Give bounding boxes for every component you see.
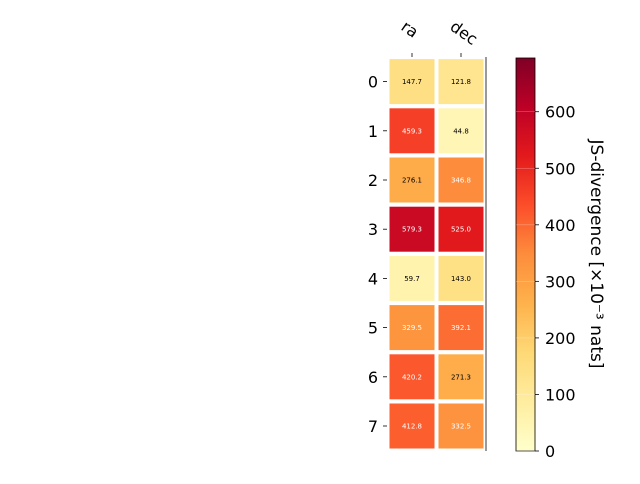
colorbar-ticks: 0 100 200 300 400 500 600 xyxy=(516,103,576,461)
cell-value-label: 579.3 xyxy=(402,226,422,234)
cell-value-label: 459.3 xyxy=(402,127,422,135)
cell-value-label: 346.8 xyxy=(451,177,471,185)
cell-value-label: 143.0 xyxy=(451,275,471,283)
heatmap-cell xyxy=(389,59,435,105)
colorbar-tick-label: 400 xyxy=(545,216,576,235)
column-label: dec xyxy=(447,17,481,49)
colorbar xyxy=(515,57,536,452)
cell-value-label: 271.3 xyxy=(451,373,471,381)
row-label: 3 xyxy=(368,220,378,239)
heatmap-cell xyxy=(438,255,484,301)
heatmap-cells: 147.7 121.8 459.3 44.8 276.1 346.8 579.3 525.0 5… xyxy=(389,59,484,449)
column-label: ra xyxy=(398,17,422,42)
row-label: 4 xyxy=(368,269,378,288)
colorbar-tick-label: 300 xyxy=(545,272,576,291)
colorbar-tick-label: 0 xyxy=(545,442,555,461)
cell-value-label: 332.5 xyxy=(451,423,471,431)
cell-value-label: 121.8 xyxy=(451,78,471,86)
row-label: 7 xyxy=(368,417,378,436)
heatmap-cell xyxy=(438,305,484,351)
heatmap-cell xyxy=(389,403,435,449)
heatmap-cell xyxy=(438,157,484,203)
heatmap-cell xyxy=(389,255,435,301)
colorbar-gradient xyxy=(515,57,536,452)
heatmap-cell xyxy=(389,206,435,252)
heatmap-cell xyxy=(438,403,484,449)
colorbar-tick-label: 500 xyxy=(545,159,576,178)
cell-value-label: 525.0 xyxy=(451,226,471,234)
row-labels: 0 1 2 3 4 5 6 7 xyxy=(368,73,387,436)
cell-value-label: 329.5 xyxy=(402,324,422,332)
row-label: 6 xyxy=(368,368,378,387)
cell-value-label: 44.8 xyxy=(453,127,469,135)
heatmap-cell xyxy=(389,108,435,154)
row-label: 2 xyxy=(368,171,378,190)
heatmap-cell xyxy=(438,206,484,252)
heatmap-cell xyxy=(438,59,484,105)
cell-value-label: 59.7 xyxy=(404,275,420,283)
heatmap-cell xyxy=(389,354,435,400)
heatmap-cell xyxy=(438,108,484,154)
colorbar-tick-label: 100 xyxy=(545,385,576,404)
row-label: 0 xyxy=(368,73,378,92)
heatmap-cell xyxy=(389,157,435,203)
cell-value-label: 420.2 xyxy=(402,373,422,381)
cell-value-label: 412.8 xyxy=(402,423,422,431)
cell-value-label: 147.7 xyxy=(402,78,422,86)
colorbar-label: JS-divergence [×10⁻³ nats] xyxy=(586,139,606,369)
column-labels: ra dec xyxy=(398,17,481,57)
colorbar-tick-label: 600 xyxy=(545,103,576,122)
row-label: 1 xyxy=(368,122,378,141)
colorbar-tick-label: 200 xyxy=(545,329,576,348)
cell-value-label: 276.1 xyxy=(402,177,422,185)
cell-value-label: 392.1 xyxy=(451,324,471,332)
heatmap-cell xyxy=(438,354,484,400)
heatmap-cell xyxy=(389,305,435,351)
row-label: 5 xyxy=(368,319,378,338)
